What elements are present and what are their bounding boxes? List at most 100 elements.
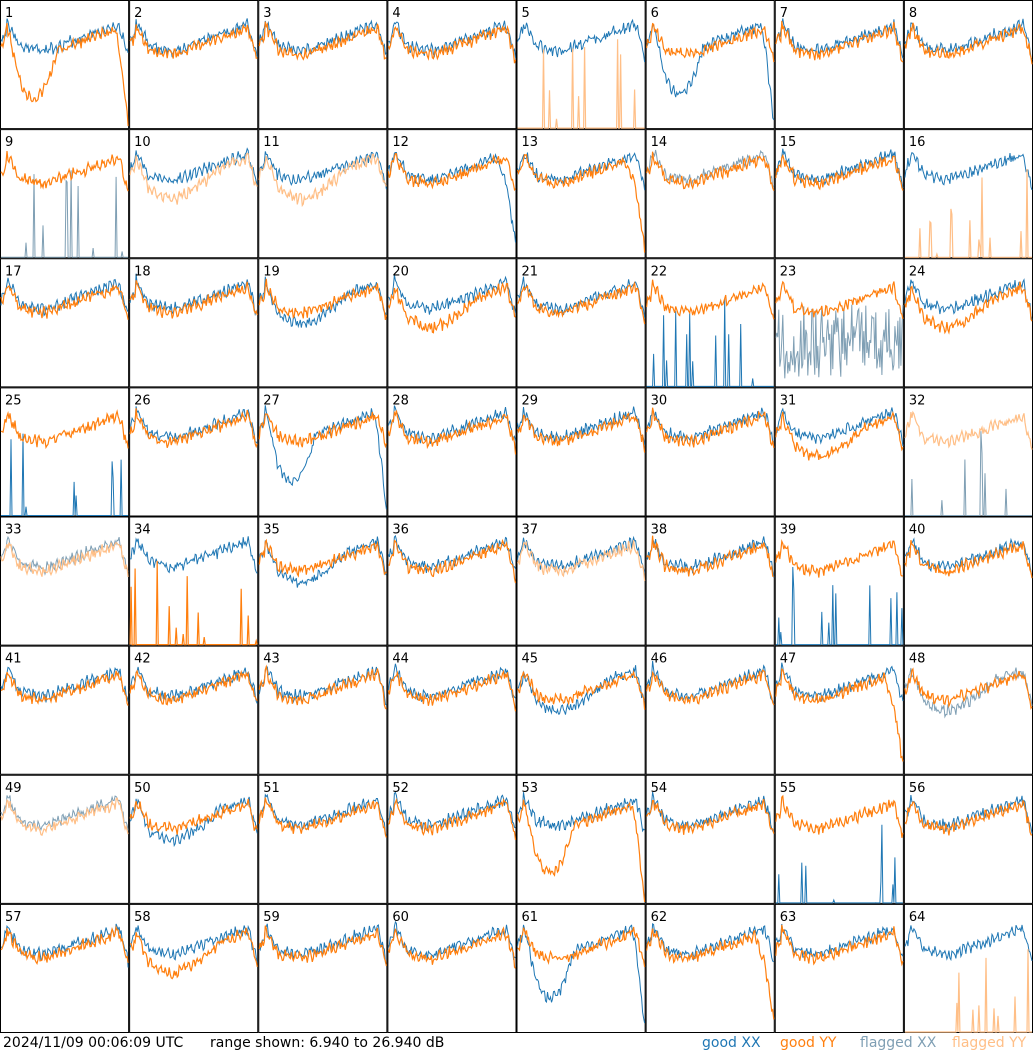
series-yy: [904, 799, 1033, 836]
panel-label: 44: [392, 652, 409, 667]
panel-frame: [129, 645, 259, 775]
panel-38: 38: [645, 516, 775, 646]
series-xx: [388, 274, 516, 315]
series-yy: [775, 668, 904, 762]
series-xx: [775, 923, 904, 958]
series-yy: [516, 669, 646, 710]
series-xx: [258, 793, 387, 836]
panel-label: 19: [263, 264, 280, 279]
series-xx: [258, 19, 387, 56]
panel-label: 32: [909, 393, 926, 408]
panel-frame: [0, 645, 130, 775]
panel-frame: [387, 129, 517, 259]
series-xx: [775, 824, 903, 904]
panel-frame: [0, 129, 130, 259]
series-yy: [646, 279, 775, 320]
series-yy: [516, 540, 646, 582]
legend-good-yy: good YY: [780, 1035, 837, 1051]
panel-label: 27: [263, 393, 280, 408]
panel-label: 45: [522, 652, 539, 667]
series-yy: [258, 411, 387, 449]
series-yy: [387, 926, 516, 969]
series-yy: [0, 151, 129, 192]
panel-frame: [129, 258, 259, 388]
panel-frame: [258, 258, 388, 388]
panel-8: 8: [903, 0, 1033, 130]
series-yy: [904, 667, 1033, 710]
panel-37: 37: [516, 516, 646, 646]
series-yy: [387, 410, 517, 455]
series-xx: [387, 534, 516, 574]
panel-label: 56: [909, 781, 926, 796]
panel-frame: [516, 516, 646, 646]
panel-label: 54: [651, 781, 668, 796]
panel-label: 9: [5, 135, 13, 150]
legend-good-xx: good XX: [702, 1035, 761, 1051]
panel-frame: [0, 258, 130, 388]
series-xx: [517, 18, 646, 63]
series-xx: [129, 147, 258, 186]
legend-flagged-yy: flagged YY: [952, 1035, 1027, 1051]
series-yy: [904, 539, 1033, 579]
panel-45: 45: [516, 645, 646, 775]
panel-frame: [129, 774, 259, 904]
panel-label: 63: [780, 910, 797, 925]
panel-19: 19: [258, 258, 388, 388]
panel-22: 22: [645, 258, 775, 388]
panel-59: 59: [258, 903, 388, 1033]
panel-36: 36: [387, 516, 517, 646]
panel-label: 28: [392, 393, 409, 408]
legend-flagged-xx: flagged XX: [860, 1035, 937, 1051]
panel-frame: [516, 129, 646, 259]
panel-frame: [903, 774, 1033, 904]
panel-frame: [774, 516, 904, 646]
panel-64: 64: [903, 903, 1033, 1033]
series-yy: [258, 21, 387, 61]
panel-label: 51: [263, 781, 280, 796]
panel-41: 41: [0, 645, 130, 775]
series-yy: [646, 928, 775, 1020]
series-yy: [646, 669, 775, 706]
panel-14: 14: [645, 129, 775, 259]
panel-label: 5: [522, 6, 530, 21]
panel-frame: [129, 903, 259, 1033]
panel-44: 44: [387, 645, 517, 775]
series-xx: [775, 566, 904, 646]
panel-frame: [387, 903, 517, 1033]
panel-25: 25: [0, 387, 130, 517]
series-yy: [0, 541, 129, 578]
panel-label: 33: [5, 523, 22, 538]
panel-63: 63: [774, 903, 904, 1033]
panel-frame: [129, 129, 259, 259]
series-xx: [258, 536, 387, 588]
panel-60: 60: [387, 903, 517, 1033]
panel-frame: [516, 387, 646, 517]
panel-frame: [516, 258, 646, 388]
panel-label: 53: [522, 781, 539, 796]
panel-61: 61: [516, 903, 646, 1033]
panel-label: 26: [134, 393, 151, 408]
panel-frame: [258, 903, 388, 1033]
series-xx: [387, 663, 516, 703]
panel-label: 41: [5, 652, 22, 667]
series-yy: [904, 22, 1033, 65]
series-xx: [775, 304, 904, 379]
panel-label: 58: [134, 910, 151, 925]
series-xx: [0, 18, 129, 55]
panel-frame: [0, 516, 130, 646]
panel-label: 10: [134, 135, 151, 150]
panel-53: 53: [516, 774, 646, 904]
series-yy: [516, 799, 646, 902]
panel-48: 48: [903, 645, 1033, 775]
panel-17: 17: [0, 258, 130, 388]
series-xx: [387, 920, 516, 961]
panel-label: 31: [780, 393, 797, 408]
panel-15: 15: [774, 129, 904, 259]
series-yy: [0, 409, 129, 450]
panel-frame: [0, 903, 130, 1033]
panel-label: 20: [392, 264, 409, 279]
panel-label: 46: [651, 652, 668, 667]
panel-frame: [645, 0, 775, 130]
series-yy: [258, 797, 387, 838]
